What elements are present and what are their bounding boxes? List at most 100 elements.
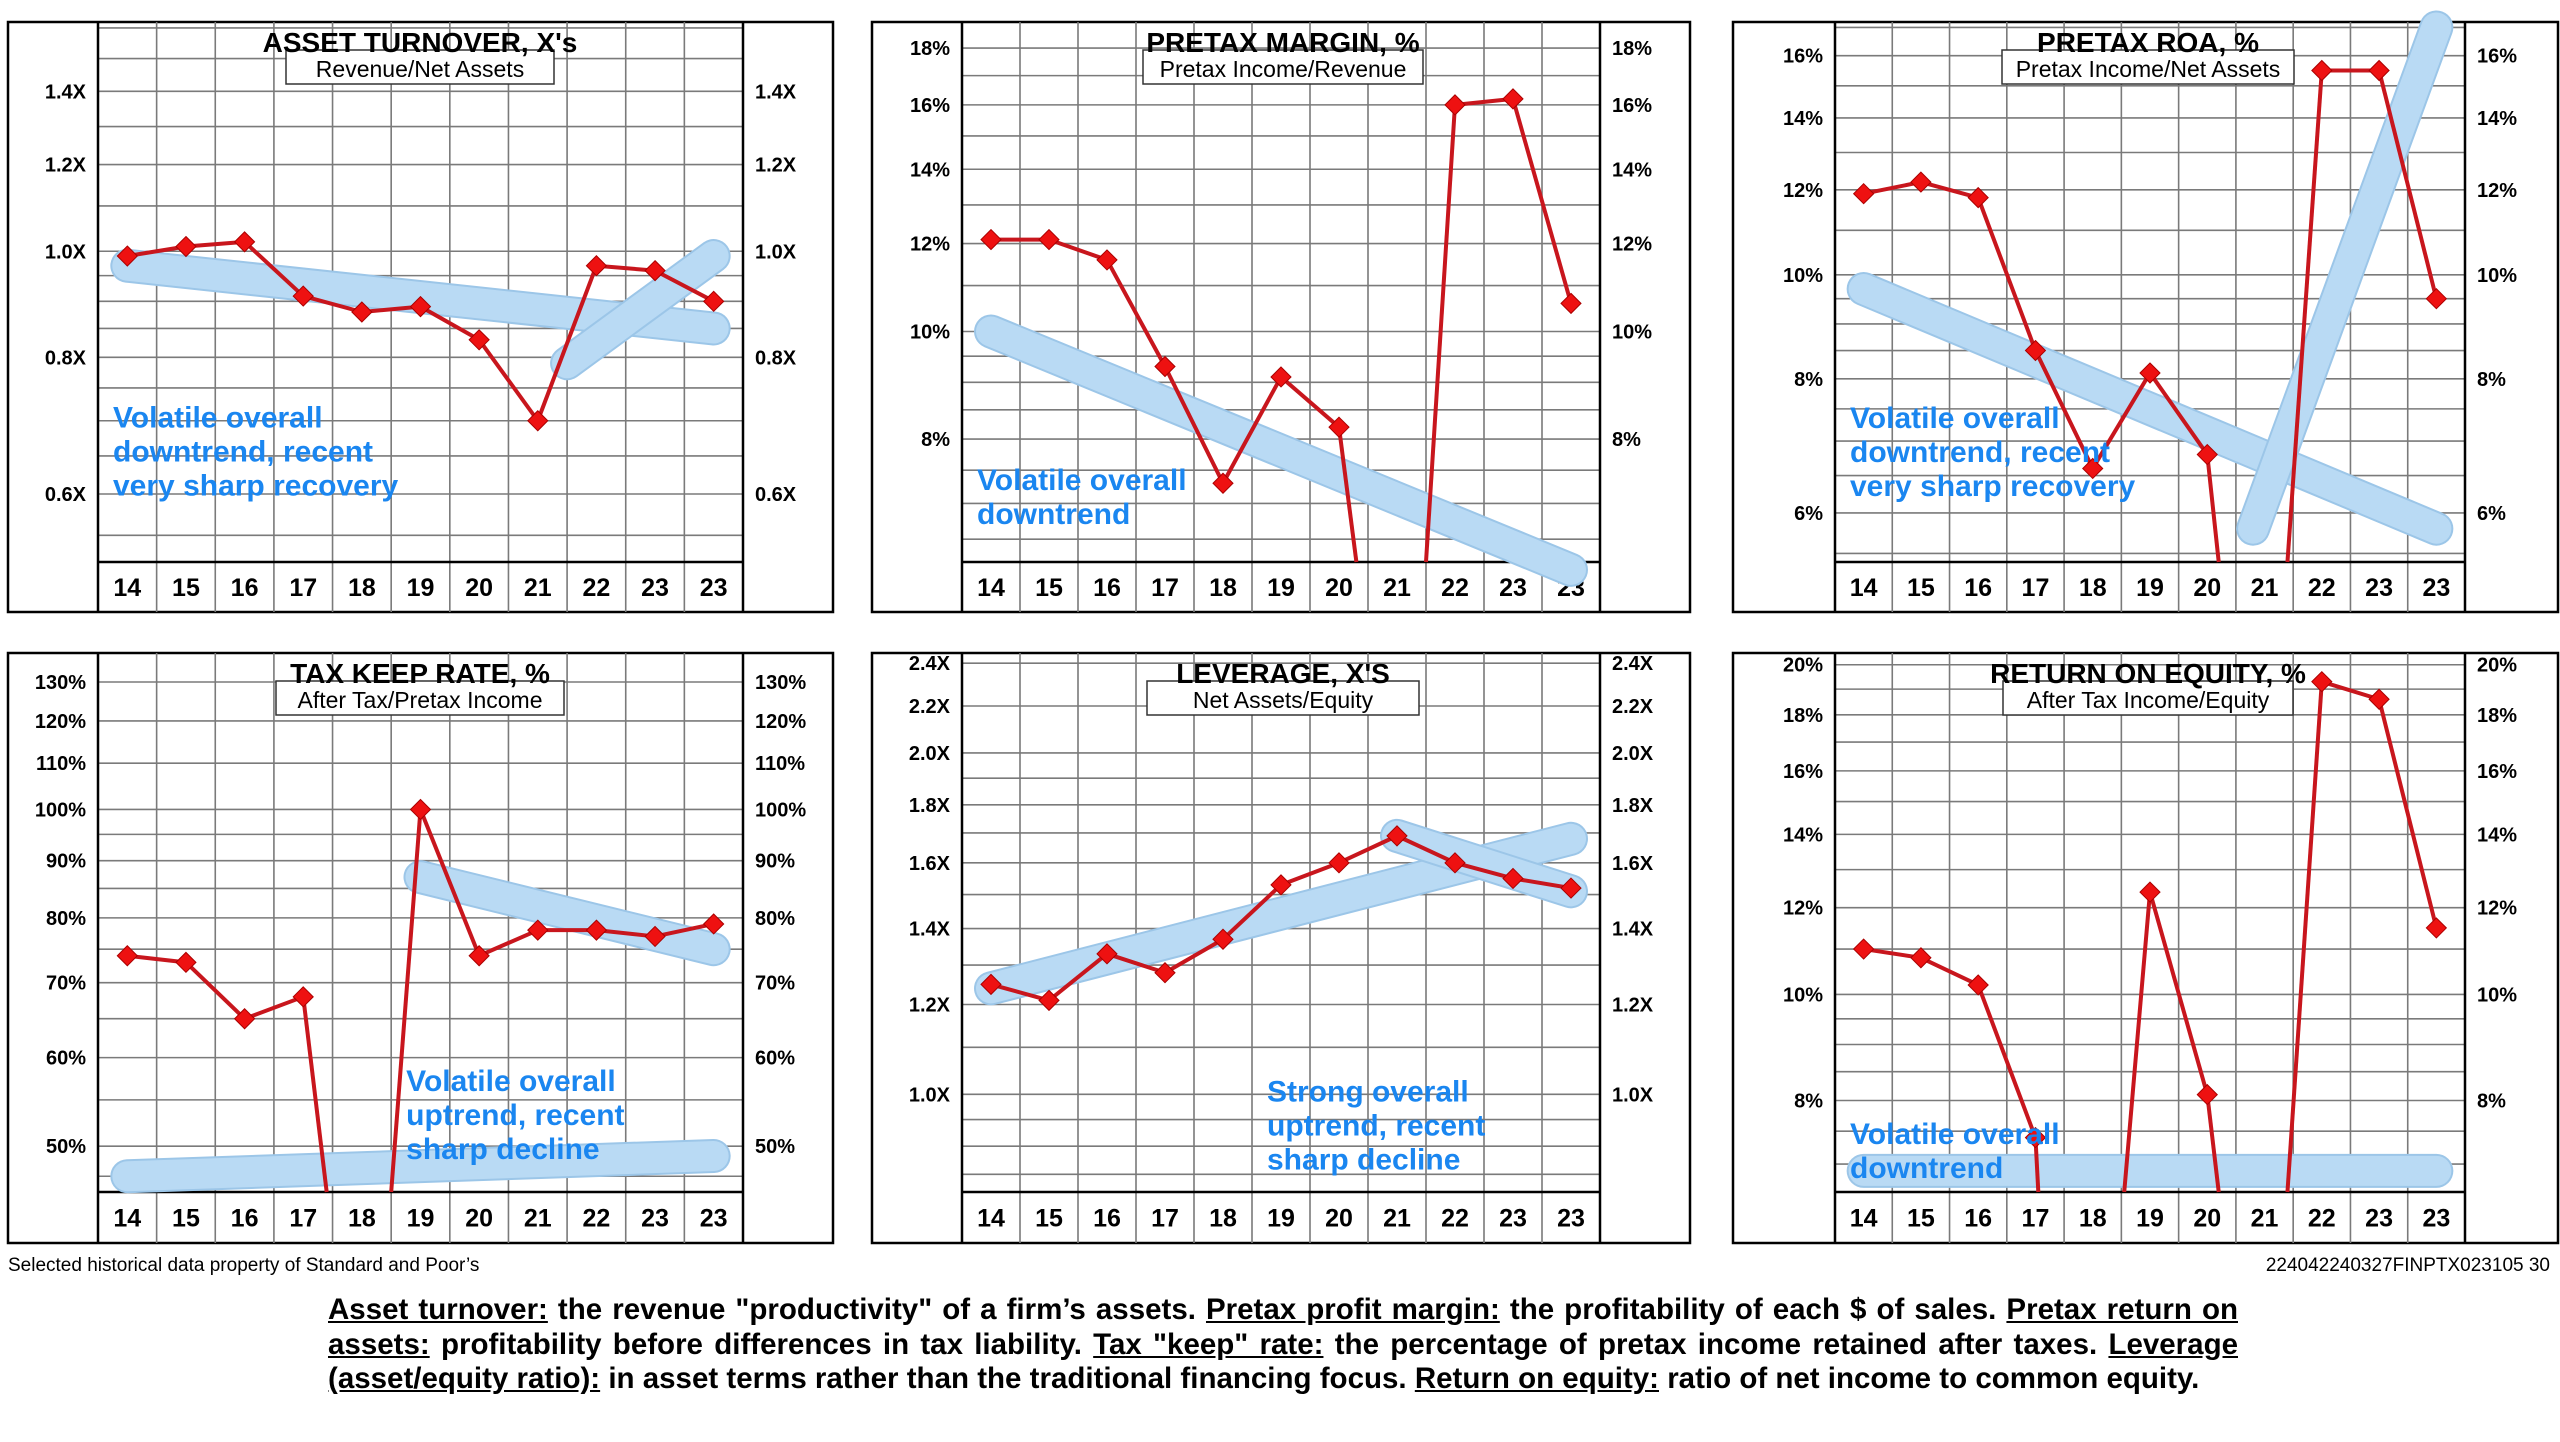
y-tick-label-right: 6% xyxy=(2477,503,2506,525)
chart-subtitle: After Tax Income/Equity xyxy=(2027,687,2270,713)
y-tick-label-right: 14% xyxy=(1612,159,1652,181)
definition-text: profitability before differences in tax … xyxy=(430,1328,1093,1361)
y-tick-label-right: 2.2X xyxy=(1612,696,1654,718)
x-tick-label: 17 xyxy=(289,1205,317,1233)
y-tick-label-right: 1.2X xyxy=(1612,994,1654,1016)
x-tick-label: 18 xyxy=(2079,1205,2107,1233)
y-tick-label-right: 1.2X xyxy=(755,155,797,177)
x-tick-label: 19 xyxy=(1267,1205,1295,1233)
annotation-text: Volatile overall xyxy=(1850,1118,2060,1151)
x-tick-label: 17 xyxy=(1151,574,1179,602)
x-tick-label: 15 xyxy=(172,1205,200,1233)
y-tick-label-left: 16% xyxy=(910,95,950,117)
y-tick-label-left: 70% xyxy=(46,973,86,995)
x-tick-label: 22 xyxy=(583,1205,611,1233)
x-tick-label: 14 xyxy=(977,574,1005,602)
x-tick-label: 16 xyxy=(231,1205,259,1233)
y-tick-label-left: 1.8X xyxy=(909,795,951,817)
x-tick-label: 17 xyxy=(2022,1205,2050,1233)
x-tick-label: 17 xyxy=(1151,1205,1179,1233)
annotation-text: sharp decline xyxy=(1267,1144,1460,1177)
y-tick-label-right: 10% xyxy=(2477,265,2517,287)
x-tick-label: 21 xyxy=(524,1205,552,1233)
x-tick-label: 23 xyxy=(2365,1205,2393,1233)
y-tick-label-left: 1.6X xyxy=(909,853,951,875)
x-tick-label: 23 xyxy=(2365,574,2393,602)
x-tick-label: 15 xyxy=(1035,574,1063,602)
y-tick-label-right: 1.4X xyxy=(755,81,797,103)
y-tick-label-right: 50% xyxy=(755,1136,795,1158)
x-tick-label: 16 xyxy=(231,574,259,602)
y-tick-label-right: 14% xyxy=(2477,108,2517,130)
charts-canvas: 14 15 16 17 18 19 20 21 22 23 230.6X 0.6X0.8X 0.8X1.… xyxy=(0,0,2560,1442)
x-tick-label: 14 xyxy=(113,574,141,602)
annotation-text: downtrend xyxy=(1850,1152,2003,1185)
y-tick-label-left: 16% xyxy=(1783,46,1823,68)
chart-title: RETURN ON EQUITY, % xyxy=(1990,658,2306,689)
x-tick-label: 17 xyxy=(289,574,317,602)
x-tick-label: 16 xyxy=(1093,574,1121,602)
y-tick-label-left: 130% xyxy=(35,672,86,694)
x-tick-label: 23 xyxy=(1499,1205,1527,1233)
x-tick-label: 15 xyxy=(1907,1205,1935,1233)
x-tick-label: 22 xyxy=(1441,1205,1469,1233)
y-tick-label-left: 100% xyxy=(35,799,86,821)
x-tick-label: 23 xyxy=(700,574,728,602)
x-tick-label: 19 xyxy=(2136,574,2164,602)
y-tick-label-right: 1.0X xyxy=(755,241,797,263)
x-tick-label: 20 xyxy=(1325,574,1353,602)
chart-subtitle: Revenue/Net Assets xyxy=(316,56,524,82)
chart-panel-5: 14 15 16 17 18 19 20 21 22 23 231.0X 1.0X1.2X 1.2X1.… xyxy=(872,653,1690,1243)
x-tick-label: 16 xyxy=(1964,1205,1992,1233)
chart-title: PRETAX MARGIN, % xyxy=(1146,27,1419,58)
y-tick-label-left: 1.4X xyxy=(909,919,951,941)
y-tick-label-left: 18% xyxy=(1783,705,1823,727)
y-tick-label-left: 10% xyxy=(910,321,950,343)
x-tick-label: 20 xyxy=(465,1205,493,1233)
y-tick-label-right: 16% xyxy=(2477,46,2517,68)
x-tick-label: 15 xyxy=(1907,574,1935,602)
y-tick-label-right: 130% xyxy=(755,672,806,694)
x-tick-label: 18 xyxy=(2079,574,2107,602)
x-tick-label: 15 xyxy=(172,574,200,602)
x-tick-label: 16 xyxy=(1964,574,1992,602)
definition-term: Asset turnover: xyxy=(328,1293,548,1326)
x-tick-label: 23 xyxy=(700,1205,728,1233)
y-tick-label-left: 1.2X xyxy=(45,155,87,177)
definition-text: the percentage of pretax income retained… xyxy=(1323,1328,2108,1361)
annotation-text: very sharp recovery xyxy=(113,470,399,503)
x-tick-label: 21 xyxy=(2251,1205,2279,1233)
y-tick-label-left: 80% xyxy=(46,908,86,930)
annotation-text: Volatile overall xyxy=(1850,402,2060,435)
y-tick-label-left: 110% xyxy=(36,753,86,775)
y-tick-label-left: 12% xyxy=(1783,898,1823,920)
definition-text: ratio of net income to common equity. xyxy=(1659,1362,2199,1395)
chart-panel-3: 14 15 16 17 18 19 20 21 22 23 236% 6%8% 8%10% 10%12% 1… xyxy=(1733,22,2558,612)
x-tick-label: 14 xyxy=(113,1205,141,1233)
y-tick-label-left: 14% xyxy=(1783,824,1823,846)
y-tick-label-right: 0.8X xyxy=(755,347,797,369)
x-tick-label: 22 xyxy=(583,574,611,602)
y-tick-label-right: 18% xyxy=(2477,705,2517,727)
chart-subtitle: Pretax Income/Net Assets xyxy=(2016,56,2281,82)
y-tick-label-right: 12% xyxy=(2477,180,2517,202)
y-tick-label-right: 80% xyxy=(755,908,795,930)
y-tick-label-right: 16% xyxy=(1612,95,1652,117)
y-tick-label-left: 2.4X xyxy=(909,653,951,675)
annotation-text: Volatile overall xyxy=(113,402,323,435)
y-tick-label-left: 10% xyxy=(1783,984,1823,1006)
y-tick-label-left: 0.8X xyxy=(45,347,87,369)
y-tick-label-left: 6% xyxy=(1794,503,1823,525)
chart-panel-6: 14 15 16 17 18 19 20 21 22 23 23 8% 8% 10% 10% 12% 12% 14… xyxy=(1733,653,2558,1243)
y-tick-label-left: 0.6X xyxy=(45,484,87,506)
y-tick-label-right: 60% xyxy=(755,1048,795,1070)
chart-title: ASSET TURNOVER, X's xyxy=(263,27,578,58)
y-tick-label-right: 2.0X xyxy=(1612,743,1654,765)
x-tick-label: 23 xyxy=(1499,574,1527,602)
x-tick-label: 22 xyxy=(2308,574,2336,602)
y-tick-label-right: 100% xyxy=(755,799,806,821)
y-tick-label-left: 20% xyxy=(1783,655,1823,677)
y-tick-label-left: 8% xyxy=(1794,369,1823,391)
y-tick-label-right: 1.6X xyxy=(1612,853,1654,875)
y-tick-label-right: 110% xyxy=(755,753,805,775)
